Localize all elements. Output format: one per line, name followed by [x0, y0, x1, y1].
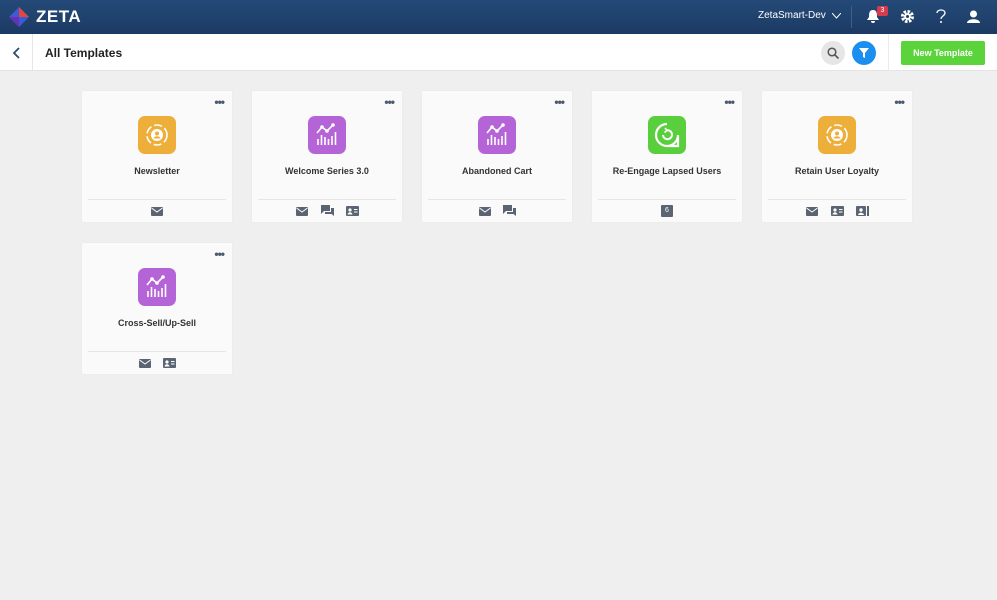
template-card[interactable]: ••• Welcome Series 3.0 — [252, 91, 402, 222]
divider — [768, 199, 906, 200]
chart-icon — [138, 268, 176, 306]
channel-list — [82, 205, 232, 217]
template-name: Cross-Sell/Up-Sell — [117, 318, 197, 328]
template-card[interactable]: ••• Cross-Sell/Up-Sell — [82, 243, 232, 374]
search-icon — [827, 47, 839, 59]
divider — [88, 351, 226, 352]
template-name: Retain User Loyalty — [794, 166, 880, 176]
email-icon — [478, 205, 491, 217]
account-name: ZetaSmart-Dev — [758, 10, 826, 21]
filter-button[interactable] — [852, 41, 876, 65]
email-icon — [138, 357, 151, 369]
top-bar: ZETA ZetaSmart-Dev 3 — [0, 0, 997, 34]
more-options-icon[interactable]: ••• — [554, 95, 565, 109]
template-card[interactable]: ••• Abandoned Cart — [422, 91, 572, 222]
help-icon[interactable] — [935, 9, 947, 24]
zeta-logo-icon — [9, 7, 29, 27]
more-options-icon[interactable]: ••• — [894, 95, 905, 109]
back-button[interactable] — [0, 34, 33, 71]
page-title: All Templates — [45, 46, 123, 60]
filter-icon — [859, 48, 869, 58]
chevron-left-icon — [12, 46, 20, 59]
divider — [598, 199, 736, 200]
email-icon — [296, 205, 309, 217]
search-button[interactable] — [821, 41, 845, 65]
divider — [258, 199, 396, 200]
contact-card-icon — [830, 205, 844, 217]
channel-list — [762, 205, 912, 217]
chat-icon — [320, 205, 334, 217]
contact-card-icon — [345, 205, 359, 217]
chart-icon — [308, 116, 346, 154]
channel-list — [82, 357, 232, 369]
template-name: Welcome Series 3.0 — [285, 166, 369, 176]
more-options-icon[interactable]: ••• — [724, 95, 735, 109]
template-name: Re-Engage Lapsed Users — [612, 166, 722, 176]
user-cycle-icon — [818, 116, 856, 154]
channel-list — [422, 205, 572, 217]
user-icon[interactable] — [966, 9, 981, 24]
notification-badge: 3 — [877, 6, 888, 16]
bell-icon[interactable] — [866, 9, 880, 24]
email-icon — [806, 205, 819, 217]
refresh-bubble-icon — [648, 116, 686, 154]
channel-list — [252, 205, 402, 217]
template-name: Newsletter — [134, 166, 180, 176]
gear-icon[interactable] — [900, 9, 915, 24]
template-name: Abandoned Cart — [461, 166, 532, 176]
new-template-button[interactable]: New Template — [901, 41, 985, 65]
account-switcher[interactable]: ZetaSmart-Dev — [758, 10, 841, 21]
divider — [428, 199, 566, 200]
more-options-icon[interactable]: ••• — [214, 247, 225, 261]
user-cycle-icon — [138, 116, 176, 154]
chevron-down-icon — [831, 12, 841, 19]
page-header: All Templates New Template — [0, 34, 997, 71]
brand-name: ZETA — [36, 7, 82, 26]
id-card-icon — [855, 205, 869, 217]
chat-icon — [503, 205, 516, 217]
template-card[interactable]: ••• Newsletter — [82, 91, 232, 222]
more-options-icon[interactable]: ••• — [214, 95, 225, 109]
chart-icon — [478, 116, 516, 154]
email-icon — [151, 205, 164, 217]
channel-list: 6 — [592, 205, 742, 217]
contact-card-icon — [163, 357, 176, 369]
template-card[interactable]: ••• Retain User Loyalty — [762, 91, 912, 222]
divider — [888, 34, 889, 71]
template-card[interactable]: ••• Re-Engage Lapsed Users 6 — [592, 91, 742, 222]
logo[interactable]: ZETA — [8, 6, 81, 28]
divider — [88, 199, 226, 200]
channel-count-badge: 6 — [661, 205, 674, 217]
more-options-icon[interactable]: ••• — [384, 95, 395, 109]
divider — [851, 6, 852, 28]
